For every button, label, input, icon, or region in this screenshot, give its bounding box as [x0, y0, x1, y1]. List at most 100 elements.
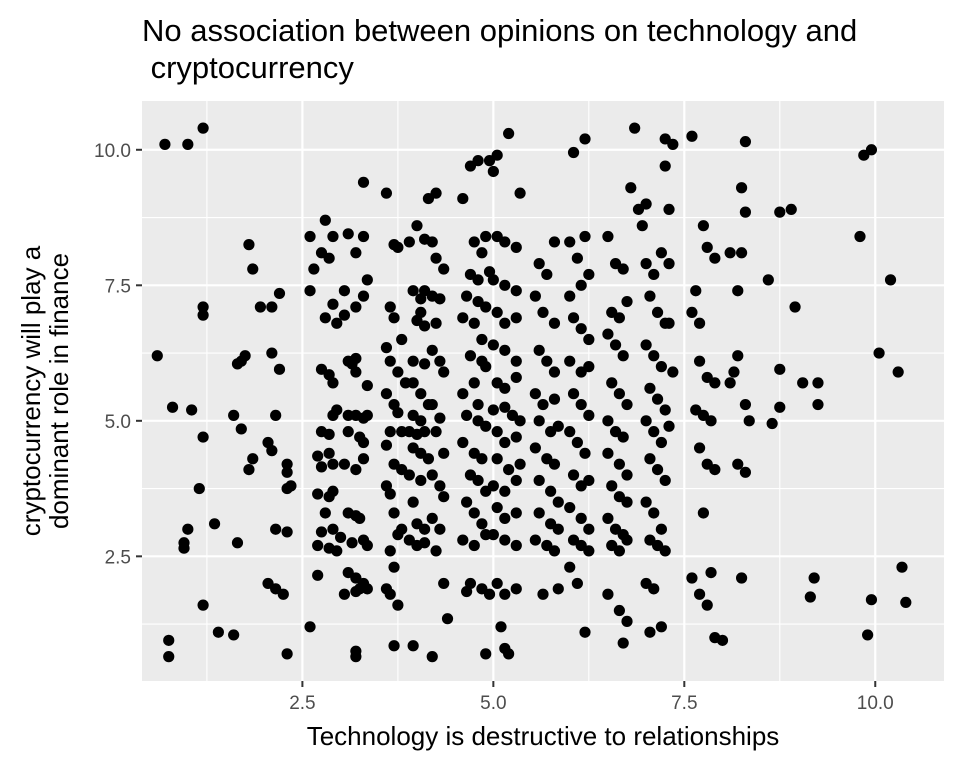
chart-title-line-2: cryptocurrency [142, 50, 354, 85]
data-point [312, 450, 324, 462]
data-point [430, 252, 442, 264]
data-point [323, 447, 335, 459]
data-point [503, 463, 515, 476]
data-point [319, 214, 331, 226]
data-point [644, 626, 656, 638]
data-point [472, 274, 484, 286]
data-point [415, 388, 427, 400]
data-point [430, 426, 442, 438]
data-point [461, 409, 473, 421]
data-point [327, 458, 339, 470]
data-point [342, 426, 354, 438]
data-point [548, 366, 561, 378]
data-point [491, 453, 503, 465]
data-point [388, 640, 400, 652]
data-point [468, 539, 480, 552]
axis-ticks [136, 148, 877, 687]
data-point [640, 258, 652, 270]
data-point [476, 518, 488, 530]
data-point [411, 220, 423, 232]
data-point [564, 290, 576, 302]
data-point [709, 463, 721, 476]
data-point [392, 241, 404, 253]
data-point [197, 431, 209, 443]
data-point [510, 285, 522, 297]
data-point [468, 317, 480, 329]
data-point [705, 566, 717, 579]
data-point [774, 363, 786, 375]
data-point [724, 247, 736, 259]
data-point [766, 417, 778, 430]
data-point [640, 415, 652, 427]
data-point [438, 447, 450, 459]
data-point [361, 539, 373, 552]
data-point [487, 529, 499, 541]
data-point [865, 144, 878, 156]
data-point [457, 436, 469, 449]
data-point [334, 531, 347, 543]
data-point [434, 480, 446, 492]
data-point [735, 247, 748, 259]
data-point [182, 138, 194, 150]
data-point [514, 415, 526, 427]
data-point [357, 176, 370, 188]
data-point [319, 507, 331, 519]
data-point [346, 537, 358, 549]
data-point [342, 228, 354, 240]
data-point [648, 268, 660, 281]
data-point [396, 333, 408, 346]
data-point [625, 182, 637, 194]
data-point [338, 309, 351, 321]
data-point [571, 577, 583, 590]
data-point [434, 293, 446, 305]
data-point [567, 146, 580, 159]
data-point [487, 339, 499, 351]
data-point [419, 320, 431, 332]
data-point [270, 523, 282, 535]
data-point [617, 637, 629, 649]
data-point [541, 355, 553, 367]
data-point [380, 342, 393, 354]
data-point [510, 355, 522, 367]
data-point [392, 366, 404, 378]
data-point [499, 512, 511, 524]
data-point [575, 279, 587, 291]
data-point [663, 420, 675, 432]
data-point [617, 431, 629, 443]
data-point [648, 507, 660, 519]
data-point [651, 393, 664, 405]
data-point [166, 401, 179, 413]
data-point [163, 634, 175, 646]
data-point [655, 361, 667, 373]
data-point [419, 358, 431, 370]
data-point [785, 203, 797, 216]
data-point [548, 545, 561, 557]
data-point [686, 572, 698, 584]
data-point [228, 409, 240, 421]
data-point [308, 263, 320, 275]
data-point [468, 507, 480, 519]
data-point [602, 328, 614, 340]
data-point [613, 545, 625, 557]
data-point [797, 377, 809, 389]
data-point [735, 572, 748, 584]
data-point [602, 512, 614, 524]
data-point [663, 317, 675, 329]
data-point [461, 585, 473, 598]
data-point [663, 203, 675, 216]
data-point [476, 333, 488, 346]
data-point [499, 236, 511, 248]
x-tick-label: 10.0 [857, 693, 894, 714]
data-point [499, 279, 511, 291]
data-point [354, 583, 366, 595]
data-point [384, 355, 396, 367]
data-point [659, 545, 671, 557]
data-point [350, 651, 362, 663]
data-point [651, 463, 664, 476]
data-point [266, 445, 278, 457]
data-point [415, 474, 427, 487]
data-point [567, 388, 580, 400]
data-point [499, 317, 511, 329]
data-point [304, 285, 316, 297]
data-point [739, 398, 752, 411]
